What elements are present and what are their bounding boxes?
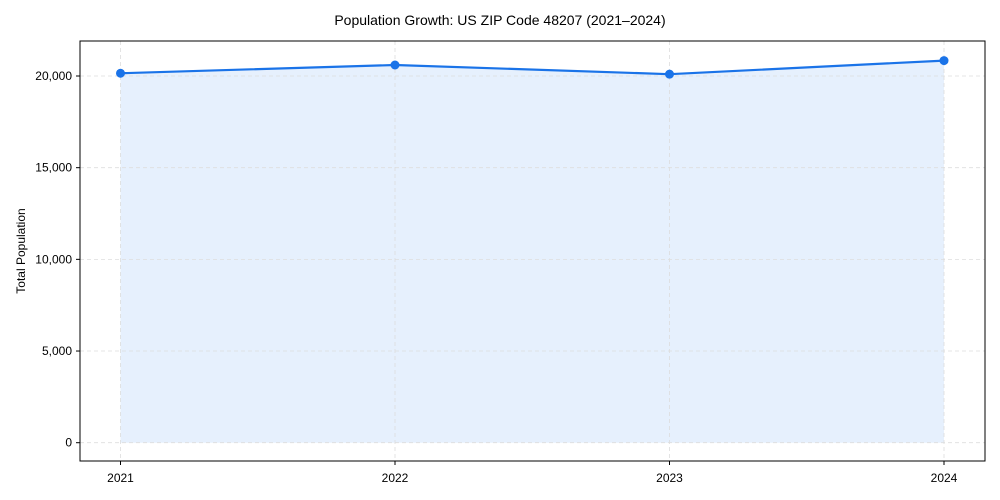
x-tick-label: 2022 bbox=[382, 471, 409, 485]
y-tick-label: 15,000 bbox=[35, 161, 72, 175]
y-tick-label: 10,000 bbox=[35, 252, 72, 266]
x-tick-label: 2023 bbox=[656, 471, 683, 485]
y-tick-label: 20,000 bbox=[35, 69, 72, 83]
data-line bbox=[120, 59, 945, 76]
x-tick-label: 2021 bbox=[107, 471, 134, 485]
area-fill bbox=[120, 60, 944, 443]
data-point-marker bbox=[665, 69, 674, 79]
axes-frame bbox=[79, 40, 986, 462]
y-tick-label: 5,000 bbox=[42, 344, 72, 358]
y-tick-label: 0 bbox=[65, 436, 72, 450]
data-point-marker bbox=[939, 56, 949, 66]
chart-title: Population Growth: US ZIP Code 48207 (20… bbox=[334, 12, 666, 28]
data-point-marker bbox=[116, 68, 125, 78]
x-tick-label: 2024 bbox=[931, 471, 958, 485]
data-point-marker bbox=[390, 60, 400, 70]
